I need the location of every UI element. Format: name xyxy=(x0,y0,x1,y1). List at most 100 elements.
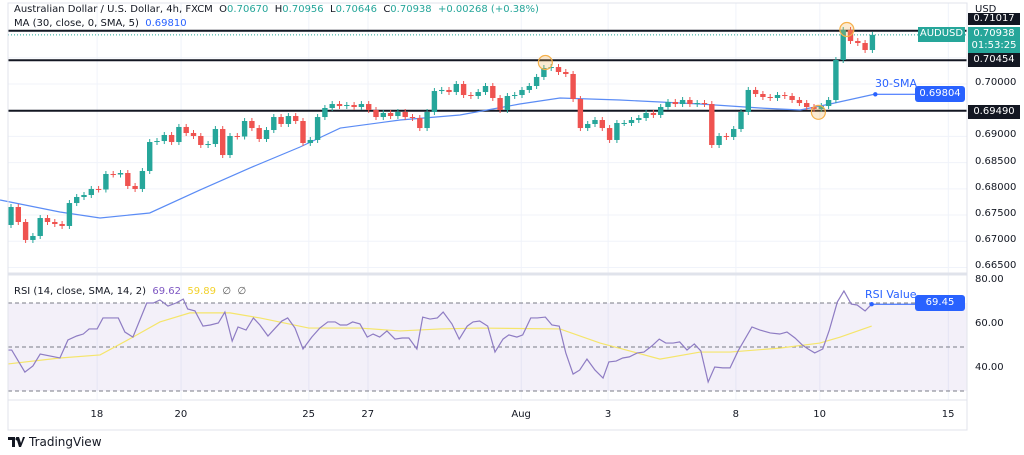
ma30-line xyxy=(0,93,876,219)
candle-up xyxy=(475,92,481,97)
candle-down xyxy=(497,97,503,110)
candle-up xyxy=(154,141,160,143)
candle-up xyxy=(745,89,751,112)
rsi-annotation[interactable]: RSI Value xyxy=(865,288,917,301)
candle-up xyxy=(658,107,664,115)
date-label: 27 xyxy=(361,409,375,420)
low-value: 0.70646 xyxy=(335,4,377,15)
candle-down xyxy=(256,128,262,139)
date-label: 8 xyxy=(732,409,739,420)
candle-down xyxy=(760,94,766,97)
candle-up xyxy=(643,112,649,119)
candle-up xyxy=(825,99,832,107)
candle-up xyxy=(731,129,737,137)
date-label: 20 xyxy=(174,409,188,420)
candle-up xyxy=(30,235,36,240)
rsi-title: RSI (14, close, SMA, 14, 2) xyxy=(14,286,147,297)
candle-up xyxy=(541,68,547,77)
candle-up xyxy=(161,134,167,142)
candle-up xyxy=(482,85,489,93)
price-label: 0.67500 xyxy=(975,208,1017,220)
symbol-title: Australian Dollar / U.S. Dollar, 4h, FXC… xyxy=(14,4,213,15)
candle-up xyxy=(263,130,270,139)
candle-down xyxy=(409,117,416,119)
candle-down xyxy=(804,103,810,108)
candle-down xyxy=(446,89,452,93)
candle-up xyxy=(840,30,846,60)
support-tag: 0.69490 xyxy=(968,105,1020,119)
price-label: 0.68000 xyxy=(975,181,1017,193)
annotation-marks[interactable] xyxy=(537,21,855,120)
price-label: 0.70000 xyxy=(975,77,1017,88)
close-label: C xyxy=(383,4,391,15)
candle-up xyxy=(139,171,146,189)
candle-up xyxy=(176,126,182,143)
candle-up xyxy=(439,89,445,92)
candle-up xyxy=(74,196,80,204)
candle-up xyxy=(271,117,277,131)
candle-down xyxy=(132,185,138,189)
candle-down xyxy=(811,107,817,109)
tradingview-logo[interactable]: TradingView xyxy=(8,435,102,449)
rsi-label: 40.00 xyxy=(975,362,1004,373)
price-label: 0.68500 xyxy=(975,155,1017,167)
candles xyxy=(8,27,876,243)
candle-down xyxy=(190,133,197,136)
candle-down xyxy=(796,99,803,104)
change-value: +0.00268 (+0.38%) xyxy=(438,4,539,15)
candle-up xyxy=(504,96,511,110)
candle-up xyxy=(526,85,532,90)
candle-down xyxy=(15,207,21,222)
candle-down xyxy=(366,104,372,110)
candle-down xyxy=(373,109,379,118)
candle-down xyxy=(52,221,58,224)
tradingview-logo-icon xyxy=(8,437,25,447)
candle-down xyxy=(336,104,343,107)
rsi-legend[interactable]: RSI (14, close, SMA, 14, 2) 69.62 59.89 … xyxy=(14,285,246,298)
candle-up xyxy=(117,172,124,175)
candle-down xyxy=(490,85,496,98)
rsi-value-tag: 69.45 xyxy=(915,295,965,311)
candle-down xyxy=(767,96,773,98)
candle-down xyxy=(402,111,408,118)
candle-down xyxy=(599,120,605,129)
candle-up xyxy=(833,59,839,100)
candle-up xyxy=(8,207,14,225)
candle-down xyxy=(468,95,474,97)
candle-down xyxy=(293,116,299,122)
date-label: 15 xyxy=(941,409,955,420)
candle-down xyxy=(752,89,759,95)
sma-annotation[interactable]: 30-SMA xyxy=(875,77,917,90)
rsi-pointer-dot xyxy=(869,302,874,307)
symbol-tag: AUDUSD xyxy=(918,27,965,42)
date-label: 25 xyxy=(302,409,315,420)
candle-down xyxy=(234,135,240,137)
candle-up xyxy=(88,188,94,196)
rsi-value: 69.62 xyxy=(152,286,182,297)
candle-down xyxy=(387,112,394,117)
symbol-legend[interactable]: Australian Dollar / U.S. Dollar, 4h, FXC… xyxy=(14,3,539,16)
candle-down xyxy=(22,221,29,240)
candle-down xyxy=(44,218,51,222)
candle-up xyxy=(314,117,321,140)
candle-down xyxy=(723,135,730,137)
candle-down xyxy=(855,41,861,44)
price-label: 0.69000 xyxy=(975,129,1017,141)
candle-up xyxy=(548,67,554,69)
price-tag-top: 0.71017 xyxy=(968,13,1020,25)
candle-up xyxy=(869,34,876,50)
candle-down xyxy=(95,188,102,190)
candle-down xyxy=(862,43,868,50)
ma-legend[interactable]: MA (30, close, 0, SMA, 5) 0.69810 xyxy=(14,17,187,30)
horizontal-levels[interactable] xyxy=(8,29,967,112)
candle-up xyxy=(533,76,540,86)
candle-up xyxy=(694,103,700,105)
current-price: 0.70938 xyxy=(973,28,1015,39)
candle-up xyxy=(81,195,87,197)
open-value: 0.70670 xyxy=(227,4,269,15)
candle-up xyxy=(205,144,211,146)
rsi-label: 80.00 xyxy=(975,274,1004,285)
close-value: 0.70938 xyxy=(390,4,432,15)
bar-countdown: 01:53:25 xyxy=(971,40,1017,51)
